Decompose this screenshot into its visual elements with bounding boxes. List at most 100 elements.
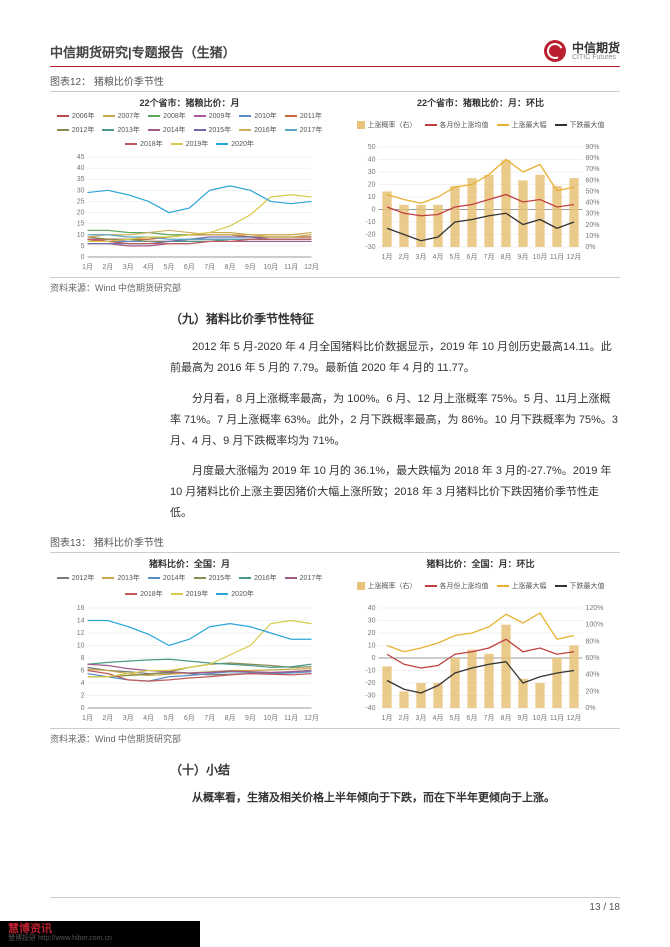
fig13-right-legend: 上涨概率（右）各月份上涨均值上涨最大幅下跌最大值 bbox=[341, 572, 620, 600]
svg-text:-20: -20 bbox=[365, 232, 375, 239]
fig12-left-title: 22个省市：猪粮比价：月 bbox=[50, 96, 329, 109]
svg-text:9月: 9月 bbox=[245, 263, 256, 271]
legend-item: 2014年 bbox=[148, 572, 186, 584]
svg-text:45: 45 bbox=[77, 154, 85, 161]
legend-item: 2013年 bbox=[102, 572, 140, 584]
svg-text:11月: 11月 bbox=[284, 263, 298, 271]
legend-label: 2015年 bbox=[209, 573, 232, 583]
svg-text:4月: 4月 bbox=[433, 714, 444, 722]
svg-text:6月: 6月 bbox=[184, 263, 195, 271]
svg-text:6月: 6月 bbox=[467, 714, 478, 722]
legend-swatch bbox=[148, 129, 160, 131]
legend-label: 2015年 bbox=[209, 125, 232, 135]
svg-text:40: 40 bbox=[368, 605, 376, 612]
fig12-charts: 22个省市：猪粮比价：月 2006年2007年2008年2009年2010年20… bbox=[50, 96, 620, 273]
svg-text:20%: 20% bbox=[586, 222, 600, 229]
legend-label: 下跌最大值 bbox=[570, 120, 605, 130]
legend-label: 2017年 bbox=[300, 125, 323, 135]
fig12-left: 22个省市：猪粮比价：月 2006年2007年2008年2009年2010年20… bbox=[50, 96, 329, 273]
svg-text:5: 5 bbox=[81, 243, 85, 250]
svg-text:90%: 90% bbox=[586, 144, 600, 151]
legend-item: 上涨概率（右） bbox=[357, 572, 417, 600]
legend-swatch bbox=[57, 577, 69, 579]
svg-text:-40: -40 bbox=[365, 705, 375, 712]
svg-text:2月: 2月 bbox=[102, 263, 113, 271]
svg-text:5月: 5月 bbox=[164, 263, 175, 271]
fig13-right-plot: -40-30-20-100102030400%20%40%60%80%100%1… bbox=[341, 604, 620, 724]
legend-item: 2020年 bbox=[216, 139, 254, 149]
legend-item: 上涨最大幅 bbox=[497, 572, 547, 600]
legend-label: 2020年 bbox=[231, 139, 254, 149]
legend-label: 上涨概率（右） bbox=[368, 581, 417, 591]
svg-text:2月: 2月 bbox=[399, 714, 410, 722]
svg-text:6月: 6月 bbox=[467, 253, 478, 261]
legend-swatch bbox=[357, 582, 365, 590]
legend-item: 2016年 bbox=[239, 125, 277, 135]
svg-text:5月: 5月 bbox=[450, 714, 461, 722]
legend-swatch bbox=[125, 143, 137, 145]
svg-text:0%: 0% bbox=[586, 244, 596, 251]
svg-text:12月: 12月 bbox=[567, 714, 582, 722]
legend-item: 各月份上涨均值 bbox=[425, 111, 489, 139]
legend-label: 2020年 bbox=[231, 589, 254, 599]
legend-swatch bbox=[102, 577, 114, 579]
legend-label: 2017年 bbox=[300, 573, 323, 583]
svg-text:6月: 6月 bbox=[184, 714, 195, 722]
svg-text:12月: 12月 bbox=[567, 253, 582, 261]
svg-text:0%: 0% bbox=[586, 705, 596, 712]
svg-text:7月: 7月 bbox=[204, 714, 215, 722]
svg-text:10%: 10% bbox=[586, 233, 600, 240]
svg-text:12月: 12月 bbox=[304, 263, 319, 271]
svg-text:40: 40 bbox=[77, 165, 85, 172]
svg-text:15: 15 bbox=[77, 221, 85, 228]
svg-text:0: 0 bbox=[81, 705, 85, 712]
svg-text:2: 2 bbox=[81, 693, 85, 700]
svg-text:8月: 8月 bbox=[225, 714, 236, 722]
svg-text:6: 6 bbox=[81, 668, 85, 675]
legend-item: 各月份上涨均值 bbox=[425, 572, 489, 600]
svg-text:20%: 20% bbox=[586, 688, 600, 695]
legend-swatch bbox=[57, 129, 69, 131]
svg-text:1月: 1月 bbox=[82, 263, 93, 271]
svg-text:10月: 10月 bbox=[533, 253, 548, 261]
svg-text:4月: 4月 bbox=[143, 263, 154, 271]
svg-text:120%: 120% bbox=[586, 605, 604, 612]
legend-swatch bbox=[103, 115, 115, 117]
svg-text:8月: 8月 bbox=[501, 714, 512, 722]
svg-text:70%: 70% bbox=[586, 166, 600, 173]
svg-text:30: 30 bbox=[368, 169, 376, 176]
svg-text:16: 16 bbox=[77, 605, 85, 612]
fig13-left-plot: 02468101214161月2月3月4月5月6月7月8月9月10月11月12月 bbox=[50, 604, 329, 724]
legend-item: 2010年 bbox=[239, 111, 277, 121]
legend-label: 2016年 bbox=[254, 125, 277, 135]
footer-banner: 慧博资讯 慧博投研 http://www.hibor.com.cn bbox=[0, 921, 200, 947]
section9-p3: 月度最大涨幅为 2019 年 10 月的 36.1%，最大跌幅为 2018 年 … bbox=[50, 461, 620, 524]
fig13-left: 猪料比价：全国：月 2012年2013年2014年2015年2016年2017年… bbox=[50, 557, 329, 724]
legend-swatch bbox=[148, 577, 160, 579]
svg-text:10: 10 bbox=[77, 643, 85, 650]
pager-cur: 13 bbox=[589, 902, 600, 913]
legend-label: 上涨概率（右） bbox=[368, 120, 417, 130]
svg-text:12月: 12月 bbox=[304, 714, 319, 722]
svg-text:9月: 9月 bbox=[245, 714, 256, 722]
footer-sub: 慧博投研 http://www.hibor.com.cn bbox=[8, 935, 192, 943]
svg-text:7月: 7月 bbox=[484, 253, 495, 261]
svg-text:60%: 60% bbox=[586, 177, 600, 184]
legend-item: 上涨最大幅 bbox=[497, 111, 547, 139]
svg-text:11月: 11月 bbox=[550, 253, 564, 261]
svg-text:40%: 40% bbox=[586, 672, 600, 679]
svg-text:3月: 3月 bbox=[416, 714, 427, 722]
fig12-right-legend: 上涨概率（右） 各月份上涨均值上涨最大幅 下跌最大值 bbox=[341, 111, 620, 139]
legend-swatch bbox=[555, 585, 567, 587]
svg-text:3月: 3月 bbox=[123, 714, 134, 722]
svg-text:5月: 5月 bbox=[450, 253, 461, 261]
legend-item: 2006年 bbox=[57, 111, 95, 121]
legend-swatch bbox=[357, 121, 365, 129]
section9-title: （九）猪料比价季节性特征 bbox=[50, 310, 620, 327]
legend-label: 上涨最大幅 bbox=[512, 581, 547, 591]
legend-swatch bbox=[497, 585, 509, 587]
legend-swatch bbox=[555, 124, 567, 126]
pager-total: 18 bbox=[609, 902, 620, 913]
fig13-right: 猪料比价：全国：月：环比 上涨概率（右）各月份上涨均值上涨最大幅下跌最大值 -4… bbox=[341, 557, 620, 724]
svg-text:9月: 9月 bbox=[518, 714, 529, 722]
